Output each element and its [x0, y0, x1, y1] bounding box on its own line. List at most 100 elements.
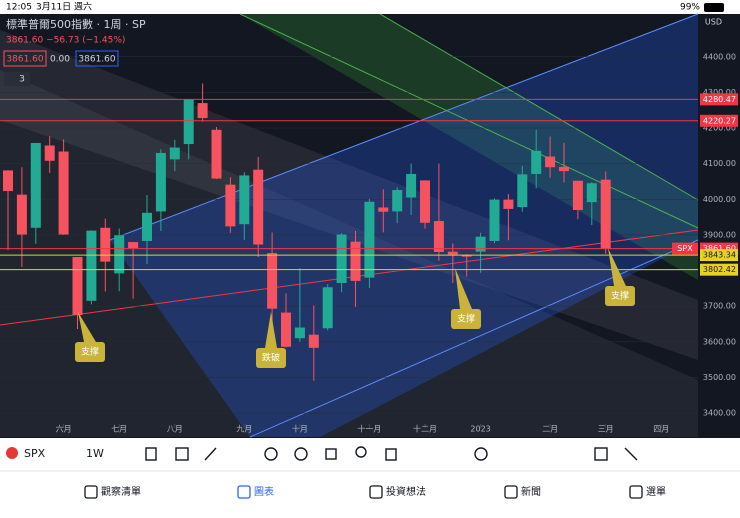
green-channel: [240, 14, 698, 280]
tool-icon[interactable]: [594, 447, 608, 461]
currency: USD: [705, 18, 722, 27]
channel-edge: [249, 239, 699, 438]
candle-body: [392, 190, 403, 212]
tool-icon[interactable]: [355, 446, 367, 458]
price-tag: [700, 249, 738, 262]
toolbar: [0, 438, 740, 471]
symbol-tag-label: SPX: [677, 244, 693, 253]
tab-label[interactable]: 投資想法: [386, 485, 426, 498]
symbol-icon: [6, 447, 18, 459]
callout: [256, 348, 286, 368]
candle-body: [336, 234, 347, 284]
candle-body: [253, 169, 264, 245]
x-tick-label: 十一月: [357, 424, 381, 434]
x-tick-label: 二月: [542, 425, 558, 434]
tool-icon[interactable]: [474, 447, 488, 461]
candle-body: [58, 151, 69, 235]
candle-body: [30, 142, 41, 228]
y-tick-label: 3400.00: [703, 409, 736, 418]
tool-icon[interactable]: [294, 447, 308, 461]
candle-body: [572, 180, 583, 210]
x-tick-label: 八月: [167, 425, 183, 434]
tool-icon[interactable]: [175, 447, 189, 461]
price-tag: [700, 263, 738, 276]
tab-label[interactable]: 觀察清單: [101, 485, 141, 498]
trend-line: [0, 229, 699, 326]
status-date: 3月11日 週六: [36, 1, 92, 13]
callout-pointer: [455, 268, 472, 309]
status-time: 12:05: [6, 3, 32, 13]
y-tick-label: 4300.00: [703, 88, 736, 97]
y-tick-label: 4100.00: [703, 159, 736, 168]
callout-text: 支撑: [611, 290, 629, 302]
candle-body: [420, 180, 430, 223]
candle-body: [322, 287, 333, 329]
candle-body: [489, 199, 500, 241]
quote-box[interactable]: [75, 50, 119, 67]
candle-body: [308, 334, 319, 348]
candle-body: [142, 212, 152, 241]
quote-box-text: 3861.60: [6, 55, 43, 65]
x-tick-label: 十二月: [413, 424, 437, 434]
tool-icon[interactable]: [624, 447, 638, 461]
candle-body: [586, 183, 597, 203]
x-tick-label: 六月: [56, 424, 72, 434]
interval[interactable]: 1W: [86, 447, 104, 460]
x-tick-label: 四月: [653, 425, 669, 434]
candle-body: [211, 129, 222, 179]
candle-body: [225, 184, 236, 227]
indicator-toggle[interactable]: [4, 72, 30, 86]
price-tag: [700, 114, 738, 127]
toolbar-icons: [145, 446, 638, 461]
status-bar: [0, 0, 740, 14]
candle-body: [447, 251, 458, 255]
candle-body: [406, 173, 417, 198]
x-tick-label: 七月: [111, 425, 127, 434]
callout-pointer: [265, 312, 277, 348]
gray-channel-2: [0, 30, 698, 360]
callout: [451, 309, 481, 329]
candle-body: [517, 174, 528, 208]
y-tick-label: 3600.00: [703, 337, 736, 346]
symbol[interactable]: SPX: [24, 447, 46, 460]
status-battery: 99%: [680, 3, 700, 13]
tool-icon[interactable]: [325, 448, 337, 460]
candle-body: [433, 221, 444, 253]
price-tag-label: 4280.47: [703, 95, 736, 104]
x-tick-label: 十月: [292, 424, 308, 434]
candle-body: [378, 207, 389, 212]
callout: [75, 342, 105, 362]
quote-box-text: 3861.60: [78, 55, 115, 65]
tab-icon: [369, 485, 383, 499]
price-tag-label: 3802.42: [703, 265, 736, 274]
tool-icon[interactable]: [204, 447, 217, 461]
tab-icon: [504, 485, 518, 499]
y-tick-label: 4400.00: [703, 52, 736, 61]
tool-icon[interactable]: [264, 447, 278, 461]
candle-body: [16, 194, 27, 235]
y-tick-label: 3500.00: [703, 373, 736, 382]
tabs: 觀察清單 圖表 投資想法 新聞 選單: [84, 485, 666, 499]
callout-text: 跌破: [262, 352, 280, 364]
candle-body: [128, 242, 139, 249]
tool-icon[interactable]: [145, 447, 157, 461]
candle-body: [364, 201, 375, 278]
candle-body: [183, 99, 194, 145]
y-tick-label: 4000.00: [703, 195, 736, 204]
candle-body: [169, 147, 180, 160]
tool-icon[interactable]: [385, 448, 397, 461]
price-tag: [700, 93, 738, 106]
tab-label[interactable]: 新聞: [521, 485, 541, 498]
candle-body: [294, 327, 305, 339]
tab-label[interactable]: 圖表: [254, 485, 274, 498]
callout-pointer: [78, 312, 96, 342]
callout-pointer: [608, 248, 626, 286]
y-tick-label: 3900.00: [703, 230, 736, 239]
callout-text: 支撑: [81, 346, 99, 358]
quote-box[interactable]: [3, 50, 47, 67]
candle-body: [3, 170, 13, 192]
candle-body: [114, 235, 125, 274]
y-tick-label: 4200.00: [703, 124, 736, 133]
tab-label[interactable]: 選單: [646, 485, 666, 498]
